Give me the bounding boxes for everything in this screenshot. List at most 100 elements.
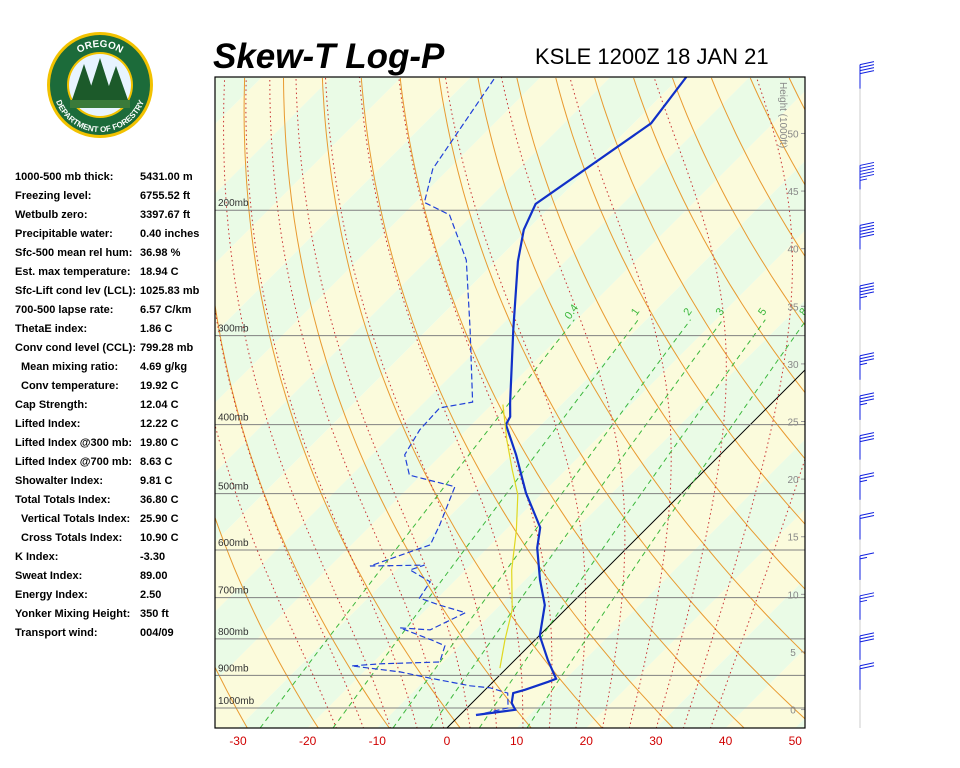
stat-label: Transport wind: [15,627,98,639]
barb-half [859,479,868,483]
wind-barb [859,552,875,580]
stat-label: Est. max temperature: [15,266,131,278]
stat-value: 6.57 C/km [140,304,192,316]
stat-value: 18.94 C [140,266,179,278]
mixing-ratio-line [259,319,575,728]
barb-tick [859,358,875,363]
x-tick-label: -20 [299,734,317,748]
moist-adiabat [215,423,337,728]
stat-value: 1.86 C [140,323,172,335]
dry-adiabat [594,77,805,460]
moist-adiabat [222,77,391,728]
stat-label: Sweat Index: [15,570,82,582]
stat-label: 1000-500 mb thick: [15,171,113,183]
stat-value: 5431.00 m [140,171,193,183]
stats-list: 1000-500 mb thick: 5431.00 m Freezing leve… [15,171,200,639]
moist-adiabat [324,77,497,728]
profile-line [351,76,509,716]
x-tick-label: -30 [229,734,247,748]
barb-tick [859,355,875,360]
barb-tick [859,632,875,637]
y-tick-label: 300mb [218,324,249,335]
barb-tick [859,227,875,232]
stat-value: 2.50 [140,589,161,601]
mixing-ratio-line [392,319,691,728]
barb-tick [859,514,875,519]
dry-adiabat [321,77,603,728]
barb-tick [859,221,875,226]
stat-value: 9.81 C [140,475,172,487]
y2-tick-label: 35 [787,302,799,313]
isotherm-band [307,230,805,728]
barb-tick [859,288,875,293]
stat-value: 19.92 C [140,380,179,392]
barb-tick [859,398,875,403]
dry-adiabat [788,77,805,111]
moist-adiabat [710,457,805,728]
dry-adiabat [215,302,390,728]
logo-top-text: OREGON [75,39,125,56]
wind-barbs [859,61,875,728]
svg-text:OREGON: OREGON [75,39,125,56]
mixing-ratio-label: 2 [681,306,694,318]
stat-value: -3.30 [140,551,165,563]
stat-label: Total Totals Index: [15,494,111,506]
stat-label: Vertical Totals Index: [21,513,130,525]
isotherm-band [238,161,805,728]
wind-barb [859,432,875,460]
barb-tick [859,170,875,175]
barb-tick [859,472,875,477]
zero-isotherm [446,369,805,728]
stat-value: 12.04 C [140,399,179,411]
plot-overlay: 1000mb 900mb 800mb 700mb 600mb 500mb 400mb 300m… [215,76,805,717]
y-tick-label: 900mb [218,663,249,674]
isotherm-band [377,300,805,728]
moist-adiabat [358,77,524,728]
barb-tick [859,233,875,238]
barb-tick [859,392,875,397]
stat-value: 89.00 [140,570,168,582]
dry-adiabat [215,515,319,728]
barb-tick [859,173,875,178]
stat-label: Lifted Index @300 mb: [15,437,132,449]
dry-adiabat [828,78,960,728]
wind-barb [859,592,875,620]
wind-barb [859,392,875,420]
barb-tick [859,511,875,516]
mixing-ratio-line [429,319,724,728]
x-tick-label: 40 [719,734,733,748]
barb-half [859,178,868,181]
dry-adiabat [360,77,674,728]
wind-barb [859,472,875,500]
chart-title: Skew-T Log-P [213,37,445,76]
y2-tick-label: 30 [787,360,799,371]
stat-label: Freezing level: [15,190,91,202]
dry-adiabat [283,77,532,728]
barb-tick [859,64,875,69]
wind-barb [859,352,875,380]
barb-tick [859,224,875,229]
barb-half [859,295,868,299]
barb-tick [859,67,875,72]
y2-tick-label: 20 [787,475,799,486]
stat-label: ThetaE index: [15,323,87,335]
moist-adiabat [500,77,626,728]
stat-label: K Index: [15,551,58,563]
chart-subtitle: KSLE 1200Z 18 JAN 21 [535,44,769,69]
profile-line [475,76,688,717]
stat-value: 4.69 g/kg [140,361,187,373]
dry-adiabat [906,78,960,728]
barb-tick [859,662,875,667]
y-tick-label: 800mb [218,627,249,638]
stat-label: Conv cond level (CCL): [15,342,136,354]
barb-tick [859,435,875,440]
barb-tick [859,164,875,169]
stat-label: Precipitable water: [15,228,113,240]
stat-value: 0.40 inches [140,228,199,240]
barb-half [859,402,868,406]
stat-value: 19.80 C [140,437,179,449]
stat-label: Lifted Index @700 mb: [15,456,132,468]
isotherm-band [516,439,805,728]
moist-adiabat [398,77,553,728]
x-tick-label: -10 [369,734,387,748]
